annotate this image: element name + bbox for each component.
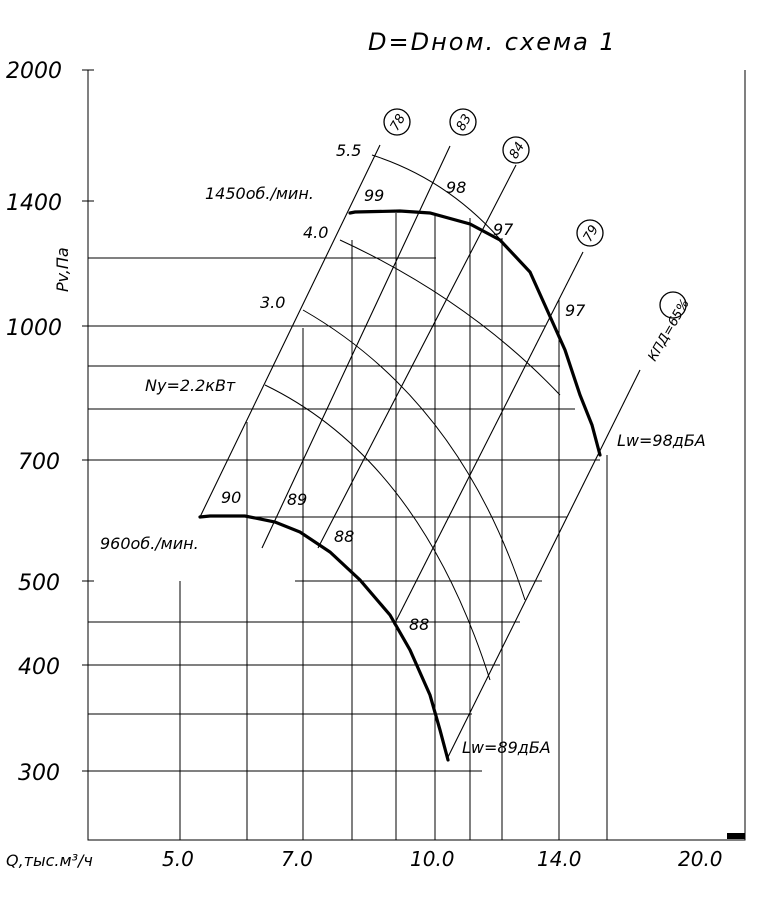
x-tick-14: 14.0 — [537, 847, 582, 871]
curve-960rpm — [198, 514, 450, 762]
noise-960-90: 90 — [221, 488, 241, 507]
y-tick-300: 300 — [18, 761, 60, 786]
y-tick-2000: 2000 — [6, 59, 62, 84]
power-label-2.2: Ny=2.2кВт — [145, 376, 236, 395]
sound-power-89: Lw=89дБА — [462, 738, 551, 757]
svg-text:83: 83 — [454, 112, 475, 134]
x-tick-10: 10.0 — [410, 847, 455, 871]
y-tick-400: 400 — [18, 655, 60, 680]
y-tick-1400: 1400 — [6, 191, 62, 216]
y-axis-label: Pv,Па — [53, 247, 72, 292]
svg-text:84: 84 — [507, 140, 528, 162]
rpm-label-1450: 1450об./мин. — [205, 184, 314, 203]
rpm-label-960: 960об./мин. — [100, 534, 199, 553]
frame-corner-mark — [727, 833, 745, 839]
y-tick-500: 500 — [18, 571, 60, 596]
efficiency-badge-65: КПД=65% — [645, 291, 693, 364]
efficiency-badge-79: 79 — [576, 219, 604, 247]
noise-1450-98: 98 — [446, 178, 466, 197]
chart-title: D=Dном. схема 1 — [368, 28, 617, 56]
power-label-5.5: 5.5 — [336, 141, 361, 160]
power-label-3.0: 3.0 — [260, 293, 285, 312]
x-axis-label: Q,тыс.м³/ч — [6, 851, 93, 870]
x-tick-5: 5.0 — [162, 847, 194, 871]
noise-960-89: 89 — [287, 490, 307, 509]
noise-960-88a: 88 — [334, 527, 354, 546]
x-tick-7: 7.0 — [281, 847, 313, 871]
sound-power-98: Lw=98дБА — [617, 431, 706, 450]
noise-1450-97b: 97 — [565, 301, 586, 320]
noise-1450-97a: 97 — [493, 220, 514, 239]
plot-frame — [87, 70, 746, 841]
efficiency-badge-84: 84 — [502, 136, 530, 164]
efficiency-badge-78: 78 — [383, 108, 411, 136]
efficiency-rays — [199, 144, 641, 758]
x-tick-20: 20.0 — [678, 847, 723, 871]
noise-1450-99: 99 — [364, 186, 384, 205]
y-tick-1000: 1000 — [6, 316, 62, 341]
svg-text:78: 78 — [388, 112, 409, 134]
curve-1450rpm — [348, 209, 602, 457]
noise-960-88b: 88 — [409, 615, 429, 634]
efficiency-badge-83: 83 — [449, 108, 477, 136]
y-tick-700: 700 — [18, 450, 60, 475]
power-label-4.0: 4.0 — [303, 223, 328, 242]
svg-text:79: 79 — [581, 223, 602, 245]
vertical-gridlines — [179, 213, 608, 840]
horizontal-gridlines — [88, 257, 600, 772]
power-arcs — [264, 154, 561, 681]
